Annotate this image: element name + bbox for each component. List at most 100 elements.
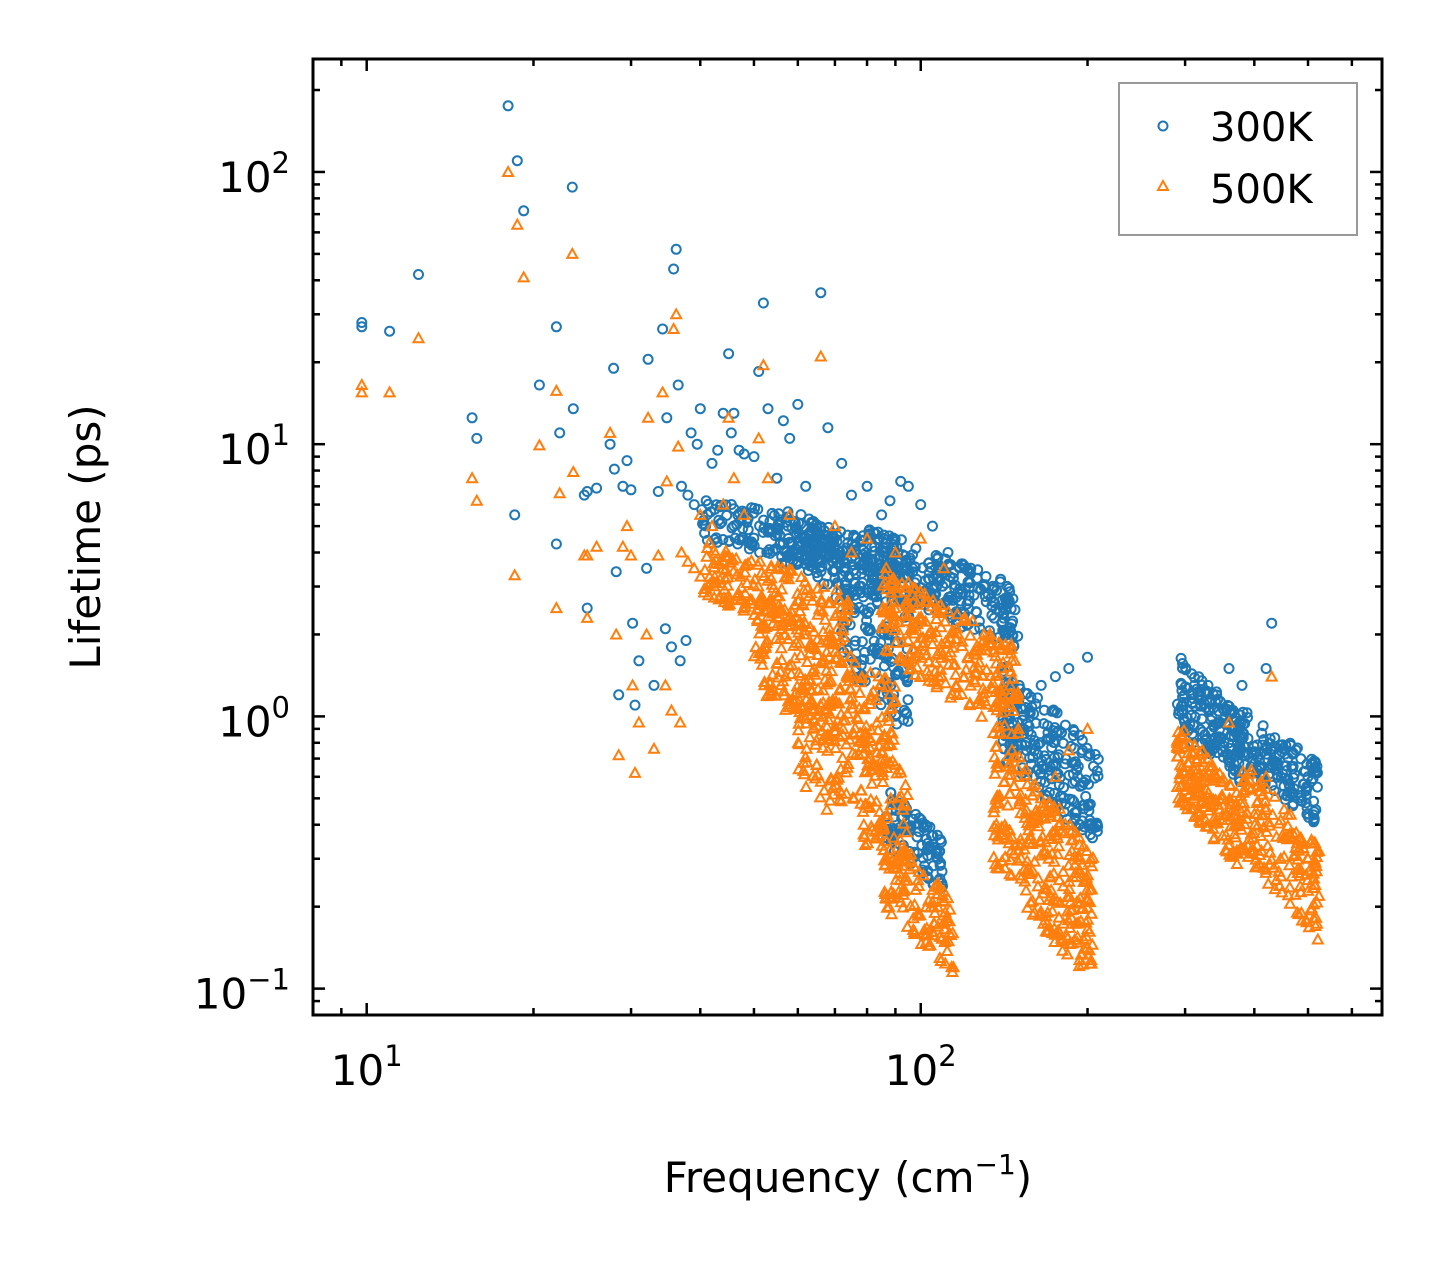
data-point-500k — [1072, 866, 1086, 879]
data-point-500k — [1308, 835, 1322, 848]
data-point-300k — [870, 585, 882, 597]
data-point-500k — [794, 570, 808, 583]
data-point-500k — [1003, 786, 1017, 799]
data-point-500k — [920, 664, 934, 677]
data-point-500k — [941, 604, 956, 617]
data-point-300k — [1278, 788, 1290, 800]
data-point-500k — [797, 627, 811, 640]
data-point-500k — [963, 696, 977, 709]
data-point-300k — [1260, 663, 1272, 674]
data-point-500k — [872, 804, 887, 817]
data-point-500k — [810, 758, 824, 771]
data-point-500k — [1003, 852, 1018, 865]
data-point-300k — [997, 624, 1009, 636]
data-point-500k — [777, 684, 791, 697]
data-point-500k — [508, 568, 522, 581]
data-point-500k — [896, 887, 911, 900]
data-point-500k — [925, 637, 940, 650]
data-point-500k — [972, 655, 986, 668]
data-point-500k — [716, 497, 730, 510]
data-point-300k — [1032, 692, 1043, 704]
data-point-300k — [885, 787, 897, 799]
data-point-300k — [1051, 726, 1063, 738]
data-point-500k — [549, 383, 564, 396]
data-point-300k — [688, 499, 700, 511]
data-point-500k — [1274, 869, 1288, 882]
data-point-300k — [1214, 696, 1226, 707]
data-point-300k — [1281, 774, 1293, 786]
data-point-500k — [1273, 851, 1288, 864]
data-point-300k — [749, 502, 761, 514]
data-point-500k — [907, 926, 922, 939]
data-point-500k — [1034, 791, 1048, 804]
data-point-500k — [666, 321, 681, 334]
data-point-500k — [709, 575, 723, 588]
data-point-500k — [886, 886, 901, 899]
data-point-300k — [839, 576, 851, 588]
data-point-300k — [712, 444, 724, 456]
data-point-500k — [935, 601, 950, 614]
data-point-500k — [989, 789, 1004, 802]
data-point-500k — [603, 425, 617, 438]
data-point-500k — [1075, 946, 1089, 959]
data-point-300k — [775, 537, 787, 548]
data-point-500k — [828, 608, 842, 621]
data-point-500k — [1312, 888, 1326, 901]
data-point-500k — [821, 634, 835, 647]
data-point-500k — [798, 574, 812, 587]
data-point-500k — [625, 678, 640, 691]
data-point-300k — [641, 562, 653, 574]
data-point-500k — [928, 905, 942, 918]
data-point-300k — [807, 550, 819, 562]
data-point-500k — [841, 756, 855, 769]
data-point-500k — [815, 604, 830, 617]
data-point-300k — [1280, 760, 1292, 772]
data-point-500k — [651, 548, 665, 561]
data-point-500k — [1031, 879, 1045, 892]
data-point-300k — [849, 639, 861, 651]
data-point-300k — [838, 556, 849, 568]
data-point-300k — [996, 617, 1008, 629]
data-point-500k — [764, 561, 778, 574]
data-point-500k — [1084, 906, 1099, 919]
data-point-500k — [836, 721, 850, 734]
data-point-500k — [845, 697, 859, 710]
data-point-500k — [738, 586, 752, 599]
data-point-500k — [867, 757, 882, 770]
data-point-500k — [855, 740, 869, 753]
data-point-500k — [791, 723, 806, 736]
data-point-500k — [988, 766, 1002, 779]
data-point-300k — [978, 581, 990, 592]
data-point-500k — [908, 649, 922, 662]
data-point-500k — [914, 936, 928, 949]
data-point-500k — [726, 564, 741, 577]
data-point-300k — [849, 578, 861, 589]
data-point-500k — [1281, 888, 1295, 901]
data-point-500k — [720, 549, 734, 562]
data-point-500k — [1043, 808, 1058, 821]
data-point-500k — [1201, 785, 1215, 798]
data-point-500k — [1306, 866, 1321, 879]
data-point-300k — [1204, 697, 1216, 709]
data-point-500k — [1254, 779, 1268, 792]
data-point-500k — [907, 859, 921, 872]
data-point-300k — [898, 704, 910, 716]
data-point-300k — [714, 501, 726, 513]
data-point-500k — [1017, 842, 1031, 855]
data-point-500k — [800, 654, 814, 667]
data-point-500k — [752, 431, 766, 444]
data-point-300k — [1001, 592, 1013, 604]
data-point-500k — [1044, 883, 1058, 896]
data-point-500k — [812, 602, 827, 615]
data-point-500k — [628, 765, 642, 778]
data-point-500k — [647, 741, 661, 754]
data-point-300k — [672, 379, 684, 391]
data-point-500k — [957, 670, 971, 683]
x-axis-label: Frequency (cm−1) — [664, 1148, 1032, 1202]
data-point-300k — [566, 181, 578, 193]
data-point-500k — [1001, 749, 1015, 762]
data-point-500k — [889, 635, 903, 648]
data-point-500k — [946, 926, 960, 939]
data-point-300k — [1295, 753, 1307, 765]
data-point-300k — [1059, 758, 1071, 770]
